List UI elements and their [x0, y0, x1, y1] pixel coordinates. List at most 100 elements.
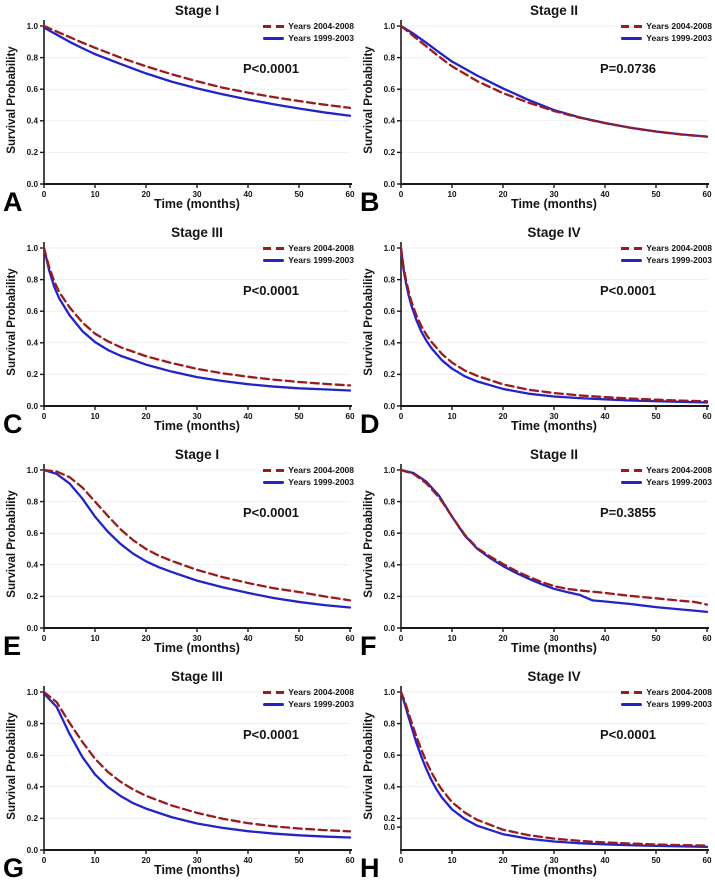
svg-text:0.4: 0.4 [384, 117, 396, 126]
svg-text:1.0: 1.0 [384, 22, 396, 31]
svg-text:20: 20 [141, 412, 151, 421]
svg-text:0.6: 0.6 [384, 307, 396, 316]
dashed-line-swatch [263, 24, 285, 28]
svg-text:0.0: 0.0 [384, 624, 396, 633]
panel-letter: H [360, 853, 380, 883]
svg-text:30: 30 [192, 856, 202, 865]
svg-text:20: 20 [498, 856, 508, 865]
svg-text:0: 0 [42, 634, 47, 643]
solid-line-swatch [263, 258, 285, 262]
svg-text:50: 50 [651, 856, 661, 865]
legend-item-2004-2008: Years 2004-2008 [621, 687, 712, 697]
x-axis-label: Time (months) [154, 419, 240, 433]
legend: Years 2004-2008 Years 1999-2003 [263, 687, 354, 709]
legend: Years 2004-2008 Years 1999-2003 [263, 465, 354, 487]
svg-text:50: 50 [651, 634, 661, 643]
legend-label: Years 2004-2008 [288, 243, 354, 253]
p-value: P<0.0001 [243, 505, 300, 520]
svg-text:0: 0 [42, 190, 47, 199]
svg-text:10: 10 [447, 190, 457, 199]
svg-text:50: 50 [651, 412, 661, 421]
p-value: P<0.0001 [600, 283, 657, 298]
panel-g-stage-iii: 0.0 0.2 0.4 0.6 0.8 1.0 0 10 20 30 40 50 60 Stage II… [0, 666, 357, 888]
svg-text:0.8: 0.8 [27, 719, 39, 728]
panel-letter: A [3, 187, 23, 217]
svg-text:0: 0 [399, 412, 404, 421]
panel-letter: D [360, 409, 380, 439]
svg-text:20: 20 [498, 190, 508, 199]
svg-text:30: 30 [549, 190, 559, 199]
svg-text:60: 60 [702, 190, 712, 199]
svg-text:0.8: 0.8 [27, 275, 39, 284]
svg-text:0.2: 0.2 [384, 370, 396, 379]
svg-text:0.0: 0.0 [384, 180, 396, 189]
svg-text:0.6: 0.6 [27, 307, 39, 316]
svg-text:60: 60 [702, 634, 712, 643]
svg-text:0.6: 0.6 [27, 751, 39, 760]
svg-text:0.8: 0.8 [384, 53, 396, 62]
p-value: P=0.0736 [600, 61, 657, 76]
legend: Years 2004-2008 Years 1999-2003 [621, 21, 712, 43]
legend-item-2004-2008: Years 2004-2008 [263, 21, 354, 31]
plot-area: 0.00.20.40.60.81.00 10 20 30 40 50 60 [384, 20, 712, 199]
dashed-line-swatch [621, 24, 643, 28]
p-value: P<0.0001 [243, 283, 300, 298]
svg-text:0: 0 [399, 634, 404, 643]
legend-label: Years 2004-2008 [646, 465, 712, 475]
panel-title: Stage II [529, 447, 578, 462]
svg-text:60: 60 [702, 412, 712, 421]
svg-text:0.2: 0.2 [384, 148, 396, 157]
solid-line-swatch [263, 480, 285, 484]
legend-label: Years 2004-2008 [646, 687, 712, 697]
legend-item-2004-2008: Years 2004-2008 [621, 465, 712, 475]
dashed-line-swatch [621, 468, 643, 472]
svg-text:0.2: 0.2 [27, 370, 39, 379]
legend-item-2004-2008: Years 2004-2008 [263, 243, 354, 253]
svg-text:0.0: 0.0 [27, 402, 39, 411]
y-axis-label: Survival Probability [363, 712, 375, 820]
legend-label: Years 1999-2003 [288, 33, 354, 43]
svg-text:60: 60 [345, 634, 355, 643]
svg-text:0.4: 0.4 [384, 783, 396, 792]
svg-text:0.8: 0.8 [384, 497, 396, 506]
svg-text:0.2: 0.2 [27, 148, 39, 157]
panel-title: Stage I [174, 447, 220, 462]
legend-item-1999-2003: Years 1999-2003 [263, 699, 354, 709]
svg-text:1.0: 1.0 [27, 22, 39, 31]
legend-item-2004-2008: Years 2004-2008 [263, 465, 354, 475]
legend-item-1999-2003: Years 1999-2003 [263, 477, 354, 487]
svg-text:0.8: 0.8 [384, 719, 396, 728]
svg-text:0.0: 0.0 [27, 180, 39, 189]
svg-text:20: 20 [141, 856, 151, 865]
svg-text:60: 60 [345, 412, 355, 421]
svg-text:0.4: 0.4 [384, 561, 396, 570]
panel-title: Stage III [171, 225, 223, 240]
svg-text:10: 10 [90, 856, 100, 865]
svg-text:0.0: 0.0 [27, 846, 39, 855]
solid-line-swatch [621, 36, 643, 40]
svg-text:10: 10 [447, 856, 457, 865]
legend-item-1999-2003: Years 1999-2003 [621, 255, 712, 265]
svg-text:60: 60 [702, 856, 712, 865]
plot-area: 0.00.20.40.60.81.00 10 20 30 40 50 60 [384, 686, 712, 865]
svg-text:0: 0 [399, 190, 404, 199]
plot-area: 0.00.20.40.60.81.00 10 20 30 40 50 60 [27, 686, 355, 865]
panel-title: Stage IV [527, 669, 581, 684]
panel-title: Stage III [171, 669, 223, 684]
y-axis-label: Survival Probability [6, 712, 18, 820]
x-axis-label: Time (months) [511, 419, 597, 433]
svg-text:60: 60 [345, 856, 355, 865]
panel-title: Stage II [529, 3, 578, 18]
panel-a-stage-i: 0.0 0.2 0.4 0.6 0.8 1.0 0 10 20 30 40 50 60 Stage I … [0, 0, 357, 222]
legend-label: Years 1999-2003 [646, 33, 712, 43]
panel-letter: B [360, 187, 380, 217]
svg-text:40: 40 [243, 856, 253, 865]
svg-text:0.0: 0.0 [27, 624, 39, 633]
svg-text:1.0: 1.0 [27, 466, 39, 475]
panel-letter: C [3, 409, 23, 439]
panel-letter: E [3, 631, 22, 661]
x-axis-label: Time (months) [511, 197, 597, 211]
svg-text:1.0: 1.0 [27, 244, 39, 253]
legend: Years 2004-2008 Years 1999-2003 [621, 687, 712, 709]
legend-label: Years 1999-2003 [288, 477, 354, 487]
